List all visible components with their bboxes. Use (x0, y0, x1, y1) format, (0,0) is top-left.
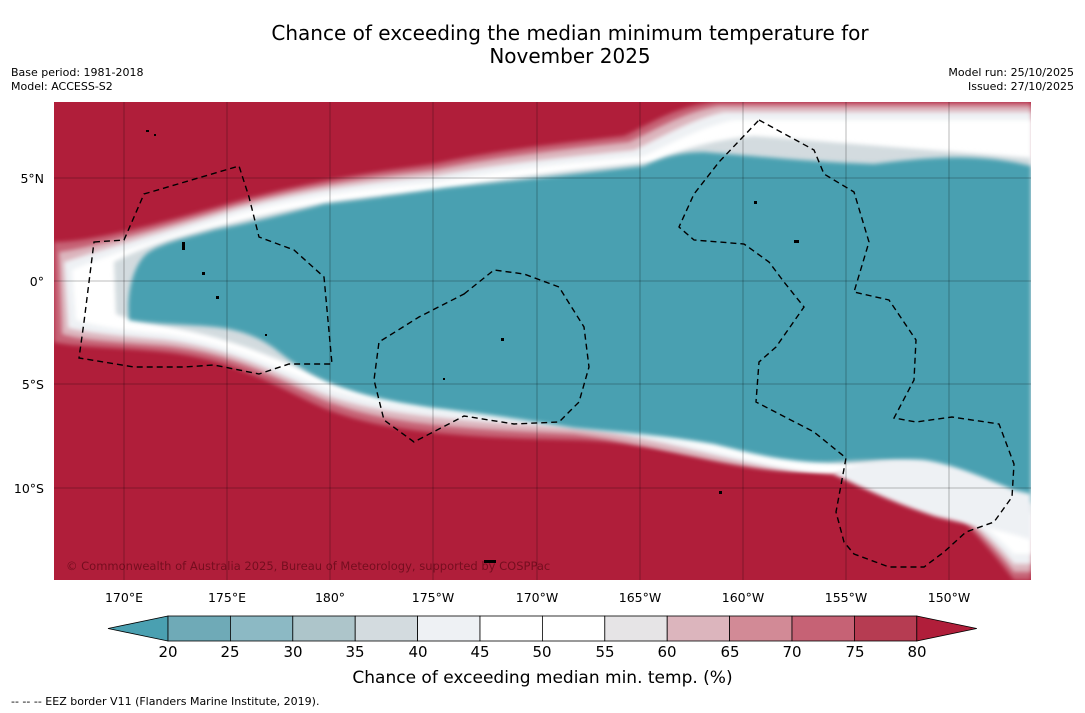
colorbar-cell (791, 615, 855, 642)
meta-left: Base period: 1981-2018 Model: ACCESS-S2 (11, 66, 143, 94)
colorbar-tick: 40 (408, 643, 428, 661)
eez-kiribati-east (678, 119, 1015, 568)
colorbar-cell (666, 615, 731, 642)
colorbar-cell (854, 615, 918, 642)
lon-label: 175°E (207, 590, 246, 605)
colorbar-tick: 80 (907, 643, 927, 661)
lon-label: 150°W (927, 590, 971, 605)
island (154, 134, 156, 136)
lat-label: 10°S (13, 481, 44, 496)
issued-date: Issued: 27/10/2025 (967, 80, 1074, 93)
probability-map (54, 102, 1031, 580)
model-run: Model run: 25/10/2025 (948, 66, 1074, 79)
base-period: Base period: 1981-2018 (11, 66, 144, 79)
title-line-1: Chance of exceeding the median minimum t… (271, 21, 869, 45)
colorbar-cell (604, 615, 668, 642)
colorbar-cell (479, 615, 543, 642)
colorbar-cell (229, 615, 294, 642)
colorbar-cell (354, 615, 418, 642)
lat-label: 5°N (20, 171, 44, 186)
meta-right: Model run: 25/10/2025 Issued: 27/10/2025 (948, 66, 1074, 94)
island (484, 560, 496, 563)
colorbar-cell (541, 615, 606, 642)
lon-label: 160°W (721, 590, 765, 605)
colorbar-tick: 30 (283, 643, 303, 661)
colorbar-arrow-high (916, 615, 977, 642)
colorbar-cell (167, 615, 231, 642)
lat-label: 5°S (21, 377, 44, 392)
colorbar-label: Chance of exceeding median min. temp. (%… (352, 668, 733, 688)
island (754, 201, 757, 204)
lon-label: 165°W (618, 590, 662, 605)
island (216, 296, 219, 299)
colorbar-tick: 70 (782, 643, 802, 661)
colorbar-tick: 50 (532, 643, 552, 661)
colorbar-tick: 55 (595, 643, 615, 661)
gridlines (54, 102, 1031, 580)
lon-label: 180° (314, 590, 346, 605)
lat-label: 0° (29, 274, 44, 289)
island (501, 338, 504, 341)
island (182, 242, 185, 250)
colorbar-tick: 25 (220, 643, 240, 661)
island (265, 334, 267, 336)
lon-label: 170°W (515, 590, 559, 605)
colorbar-tick: 20 (158, 643, 178, 661)
lon-label: 170°E (104, 590, 143, 605)
colorbar (107, 615, 977, 642)
eez-footnote: -- -- -- EEZ border V11 (Flanders Marine… (11, 695, 320, 708)
island (443, 378, 445, 380)
lon-label: 175°W (411, 590, 455, 605)
colorbar-arrow-low (107, 615, 169, 642)
low-probability-region (128, 152, 1031, 504)
southeast-near-median-region (834, 459, 1031, 540)
copyright-notice: © Commonwealth of Australia 2025, Bureau… (66, 559, 551, 573)
eez-borders (78, 119, 1015, 568)
island (719, 491, 722, 494)
chart-title: Chance of exceeding the median minimum t… (180, 22, 960, 68)
colorbar-tick: 60 (657, 643, 677, 661)
lon-label: 155°W (824, 590, 868, 605)
island (202, 272, 205, 275)
model-name: Model: ACCESS-S2 (11, 80, 113, 93)
colorbar-tick: 45 (470, 643, 490, 661)
title-line-2: November 2025 (489, 44, 651, 68)
colorbar-cell (417, 615, 481, 642)
colorbar-cell (729, 615, 793, 642)
colorbar-tick: 75 (845, 643, 865, 661)
colorbar-cell (292, 615, 356, 642)
colorbar-cells (107, 615, 977, 642)
island (794, 240, 799, 243)
island (146, 130, 149, 132)
colorbar-tick: 35 (345, 643, 365, 661)
islands (146, 130, 799, 563)
colorbar-tick: 65 (720, 643, 740, 661)
eez-tokelau (373, 269, 590, 443)
